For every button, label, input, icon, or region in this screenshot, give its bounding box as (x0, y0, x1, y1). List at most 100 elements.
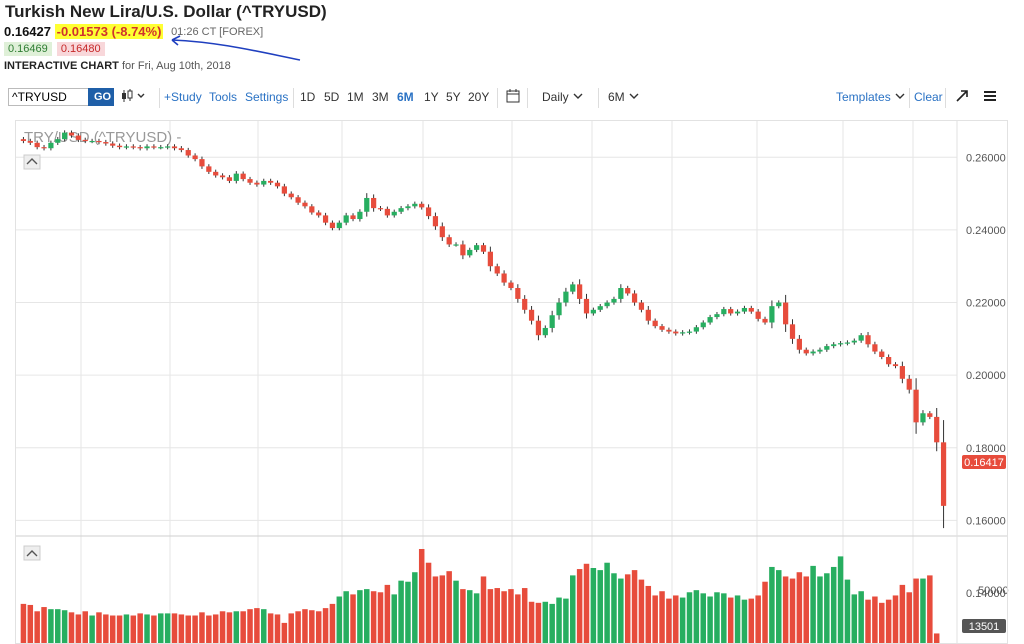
candle (281, 183, 287, 197)
symbol-input[interactable] (8, 88, 92, 106)
chevron-down-icon (629, 93, 639, 99)
volume-bar (453, 580, 459, 644)
candle (357, 209, 363, 222)
menu-button[interactable] (983, 89, 997, 106)
bid-price: 0.16469 (4, 42, 52, 56)
volume-bar (844, 579, 851, 644)
volume-bar (405, 581, 411, 644)
candle (899, 361, 905, 384)
chart-type-dropdown[interactable] (121, 88, 147, 107)
period-button-5y[interactable]: 5Y (446, 90, 461, 104)
templates-dropdown[interactable]: Templates (836, 90, 906, 104)
volume-bar (501, 591, 507, 644)
change-highlight: -0.01573 (-8.74%) (54, 24, 164, 39)
candle (165, 144, 171, 150)
settings-button[interactable]: Settings (245, 90, 289, 104)
volume-bar (666, 598, 672, 644)
candle (27, 138, 33, 145)
volume-bar (556, 597, 562, 644)
candle (837, 341, 844, 347)
candle (199, 156, 205, 169)
period-button-20y[interactable]: 20Y (468, 90, 490, 104)
go-button[interactable]: GO (88, 88, 114, 106)
candle (123, 144, 130, 150)
quote-row: 0.16427 -0.01573 (-8.74%) 01:26 CT [FORE… (4, 24, 263, 40)
candle (213, 169, 219, 178)
candle (570, 281, 576, 295)
period-button-1y[interactable]: 1Y (424, 90, 439, 104)
volume-bar (137, 613, 143, 644)
volume-bar (830, 566, 837, 644)
chart-toolbar: GO +Study Tools Settings 1D 5D 1M 3M 6M 1Y 5Y 2… (0, 86, 1024, 110)
candle (226, 175, 233, 184)
volume-bar (872, 596, 878, 644)
toolbar-divider (293, 88, 294, 108)
volume-bar (659, 591, 665, 644)
volume-bar (570, 575, 576, 644)
candle (329, 220, 336, 231)
candle (288, 191, 294, 200)
period-button-6m[interactable]: 6M (397, 90, 414, 104)
study-button[interactable]: +Study (164, 90, 202, 104)
tools-button[interactable]: Tools (209, 90, 238, 104)
volume-tick: 50000 (978, 585, 1009, 597)
volume-bar (741, 599, 748, 644)
volume-bar (549, 603, 555, 644)
volume-bar (233, 611, 240, 644)
calendar-icon (506, 89, 520, 103)
interactive-chart-date: for Fri, Aug 10th, 2018 (121, 60, 231, 72)
volume-bar (41, 607, 47, 644)
candle (762, 316, 768, 325)
volume-bar (432, 576, 439, 644)
volume-bar (906, 592, 912, 644)
volume-bar (762, 581, 768, 644)
candle (604, 300, 610, 309)
volume-pane-collapse[interactable] (23, 545, 41, 561)
calendar-button[interactable] (505, 88, 521, 107)
candle (638, 299, 645, 313)
period-button-1d[interactable]: 1D (300, 90, 316, 104)
volume-bar (473, 593, 480, 644)
volume-bar (714, 592, 720, 644)
candle (611, 296, 617, 305)
period-button-3m[interactable]: 3M (372, 90, 389, 104)
volume-bar (75, 614, 82, 644)
candle (171, 144, 178, 151)
volume-bar (693, 590, 700, 644)
candle (631, 290, 638, 306)
volume-bar (734, 595, 741, 644)
interval-dropdown[interactable]: Daily (542, 90, 584, 104)
volume-bar (700, 593, 706, 644)
candle (41, 144, 47, 151)
interactive-chart-line: INTERACTIVE CHART for Fri, Aug 10th, 201… (4, 60, 231, 72)
candle (151, 144, 157, 150)
candle (439, 222, 445, 241)
chevron-down-icon (895, 93, 905, 99)
candle (851, 338, 857, 345)
volume-bar (638, 579, 645, 644)
expand-button[interactable] (955, 89, 969, 106)
candle (48, 140, 54, 151)
candle (563, 287, 569, 307)
candle (364, 193, 370, 217)
templates-label: Templates (836, 90, 891, 104)
volume-bar (508, 589, 514, 644)
candle (295, 195, 301, 205)
price-pane-collapse[interactable] (23, 154, 41, 170)
volume-bar (281, 622, 288, 644)
volume-bar (913, 578, 919, 644)
candle (700, 320, 706, 330)
range-dropdown[interactable]: 6M (608, 90, 640, 104)
candle (219, 173, 226, 180)
period-button-5d[interactable]: 5D (324, 90, 340, 104)
clear-button[interactable]: Clear (914, 90, 943, 104)
volume-bar (597, 570, 603, 644)
period-button-1m[interactable]: 1M (347, 90, 364, 104)
volume-bar (515, 594, 521, 644)
volume-bar (782, 576, 789, 644)
candle (858, 333, 864, 343)
volume-bar (892, 595, 899, 644)
candle (247, 176, 253, 185)
volume-bar (590, 568, 597, 644)
